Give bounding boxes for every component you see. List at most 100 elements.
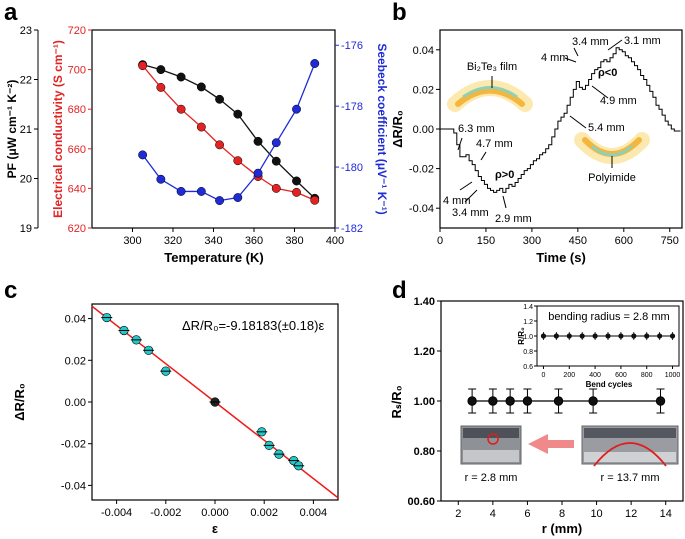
panel-a-pf-point xyxy=(233,109,243,119)
panel-c-y-tick-label: -0.02 xyxy=(61,439,86,451)
panel-c-y-axis-label: ΔR/R₀ xyxy=(12,383,27,421)
panel-b-arrow-34 xyxy=(464,189,478,203)
panel-a-pf-point xyxy=(176,72,186,82)
panel-a-sigma-point xyxy=(271,183,281,193)
panel-d-photo-small-radius xyxy=(460,425,522,465)
panel-d-y-axis-label: Rₛ/R₀ xyxy=(389,385,404,418)
panel-d-photo-large-radius xyxy=(581,425,679,467)
panel-d-x-tick-label: 4 xyxy=(490,508,496,520)
panel-a-sigma-tick-label: 640 xyxy=(68,183,86,195)
panel-a: 300 320 340 360 380 400 19 20 21 22 23 620 640 660 6… xyxy=(5,25,389,265)
panel-d-inset-point xyxy=(579,333,585,339)
panel-d-inset-y-tick-label: 1.0 xyxy=(523,334,533,341)
panel-b-y-tick-label: 0.04 xyxy=(413,45,434,57)
panel-a-pf-tick-label: 23 xyxy=(20,25,32,37)
panel-b-x-tick-label: 750 xyxy=(661,235,679,247)
panel-d-x-tick-label: 8 xyxy=(559,508,565,520)
panel-d-inset-point xyxy=(631,333,637,339)
panel-a-pf-point xyxy=(156,65,166,75)
panel-b-y-axis-label: ΔR/R₀ xyxy=(390,110,405,148)
panel-b-arrow-4 xyxy=(459,181,473,191)
panel-a-sigma-point xyxy=(196,122,206,132)
panel-a-seebeck-line xyxy=(142,63,316,202)
panel-d-inset-point xyxy=(657,333,663,339)
panel-a-sigma-point xyxy=(215,140,225,150)
panel-b-arrow-34b xyxy=(573,47,579,57)
panel-d-y-tick-label: 0.80 xyxy=(414,446,435,458)
panel-d-x-tick-label: 6 xyxy=(524,508,530,520)
panel-b-annotation-rho-pos: ρ>0 xyxy=(495,169,514,181)
panel-b-arrow-31 xyxy=(607,39,623,51)
panel-a-seebeck-point xyxy=(310,59,320,68)
panel-label-d: d xyxy=(392,277,407,304)
panel-b-x-tick-label: 150 xyxy=(477,235,495,247)
panel-c-y-tick-label: -0.04 xyxy=(61,480,86,492)
panel-a-x-tick-label: 400 xyxy=(326,235,344,247)
panel-d-data-point xyxy=(655,396,666,406)
panel-d-x-tick-label: 2 xyxy=(455,508,461,520)
panel-a-sigma-tick-label: 660 xyxy=(68,144,86,156)
panel-d-inset-point xyxy=(540,333,547,339)
panel-d-inset-x-label: Bend cycles xyxy=(586,380,633,389)
panel-c-x-tick-label: 0.004 xyxy=(300,507,328,519)
panel-c-x-tick-label: 0.000 xyxy=(201,507,229,519)
panel-a-sigma-point xyxy=(292,187,301,197)
panel-b-annotation-rho-neg: ρ<0 xyxy=(598,67,617,79)
panel-d-data-point xyxy=(488,396,498,406)
panel-d-data-point xyxy=(522,396,533,406)
panel-a-x-tick-label: 300 xyxy=(123,235,141,247)
panel-d-inset-point xyxy=(553,333,559,339)
panel-d-photo-small-base xyxy=(463,450,519,462)
panel-d-inset-title: bending radius = 2.8 mm xyxy=(548,311,669,323)
panel-b-film-convex-layer xyxy=(462,86,518,99)
panel-d-x-axis-label: r (mm) xyxy=(542,521,582,536)
panel-a-pf-point xyxy=(271,156,281,166)
panel-a-x-tick-label: 360 xyxy=(245,235,263,247)
panel-c-x-tick-label: -0.004 xyxy=(101,507,132,519)
panel-a-seebeck-axis-label: Seebeck coefficient (μV⁻¹ K⁻¹) xyxy=(375,43,389,214)
panel-a-sigma-axis-label: Electrical conductivity (S cm⁻¹) xyxy=(51,40,65,218)
panel-b-annotation-film: Bi₂Te₃ film xyxy=(467,61,517,73)
panel-c-fit-label: ΔR/R₀=-9.18183(±0.18)ε xyxy=(182,318,324,333)
panel-d-inset-y-label: R/R₀ xyxy=(517,327,526,345)
panel-a-pf-line xyxy=(142,64,316,199)
panel-a-seebeck-point xyxy=(196,186,206,196)
panel-b-arrow-47 xyxy=(480,151,487,161)
panel-a-pf-point xyxy=(292,176,301,186)
panel-b-x-axis-label: Time (s) xyxy=(536,250,586,265)
panel-label-b: b xyxy=(392,0,407,26)
panel-a-x-axis-label: Temperature (K) xyxy=(164,250,263,265)
panel-d-data-point xyxy=(467,396,477,406)
panel-b-arrow-54 xyxy=(569,115,587,129)
panel-a-pf-tick-label: 19 xyxy=(20,223,32,235)
panel-c-y-tick-label: 0.00 xyxy=(65,397,86,409)
panel-b-annotation-29: 2.9 mm xyxy=(495,213,532,225)
panel-d-inset-y-tick-label: 0.6 xyxy=(523,364,533,371)
panel-d-photo-label-small: r = 2.8 mm xyxy=(465,472,518,484)
panel-b-response-curve xyxy=(440,47,681,193)
panel-a-sigma-point xyxy=(233,156,243,166)
panel-b-film-concave-layer xyxy=(590,144,634,157)
panel-a-sigma-tick-label: 700 xyxy=(68,65,86,77)
panel-b-annotation-63: 6.3 mm xyxy=(458,123,495,135)
panel-b-x-tick-label: 0 xyxy=(437,235,443,247)
panel-c-x-tick-label: -0.002 xyxy=(150,507,181,519)
panel-a-sigma-point xyxy=(310,195,320,205)
panel-d-data-point xyxy=(505,396,515,406)
panel-b: 0 150 300 450 600 750 -0.04 -0.02 0.00 0.02 0.04 xyxy=(390,29,683,265)
panel-d-inset-point xyxy=(618,333,624,339)
panel-c: -0.004 -0.002 0.000 0.002 0.004 -0.04 -0.02 0.0… xyxy=(12,303,339,536)
panel-d-x-tick-label: 10 xyxy=(590,508,602,520)
panel-a-x-tick-label: 340 xyxy=(204,235,222,247)
panel-b-arrow-49 xyxy=(591,85,609,99)
panel-a-pf-point xyxy=(196,82,206,92)
panel-d-inset-x-tick-label: 200 xyxy=(563,372,575,379)
panel-d-x-tick-label: 14 xyxy=(660,508,672,520)
panel-d-inset-x-tick-label: 400 xyxy=(589,372,601,379)
panel-a-pf-point xyxy=(215,94,225,104)
panel-d-photo-large-detail xyxy=(584,428,676,438)
panel-c-y-tick-label: 0.04 xyxy=(65,314,86,326)
panel-a-sigma-point xyxy=(156,82,166,92)
panel-b-annotation-49: 4.9 mm xyxy=(600,95,637,107)
